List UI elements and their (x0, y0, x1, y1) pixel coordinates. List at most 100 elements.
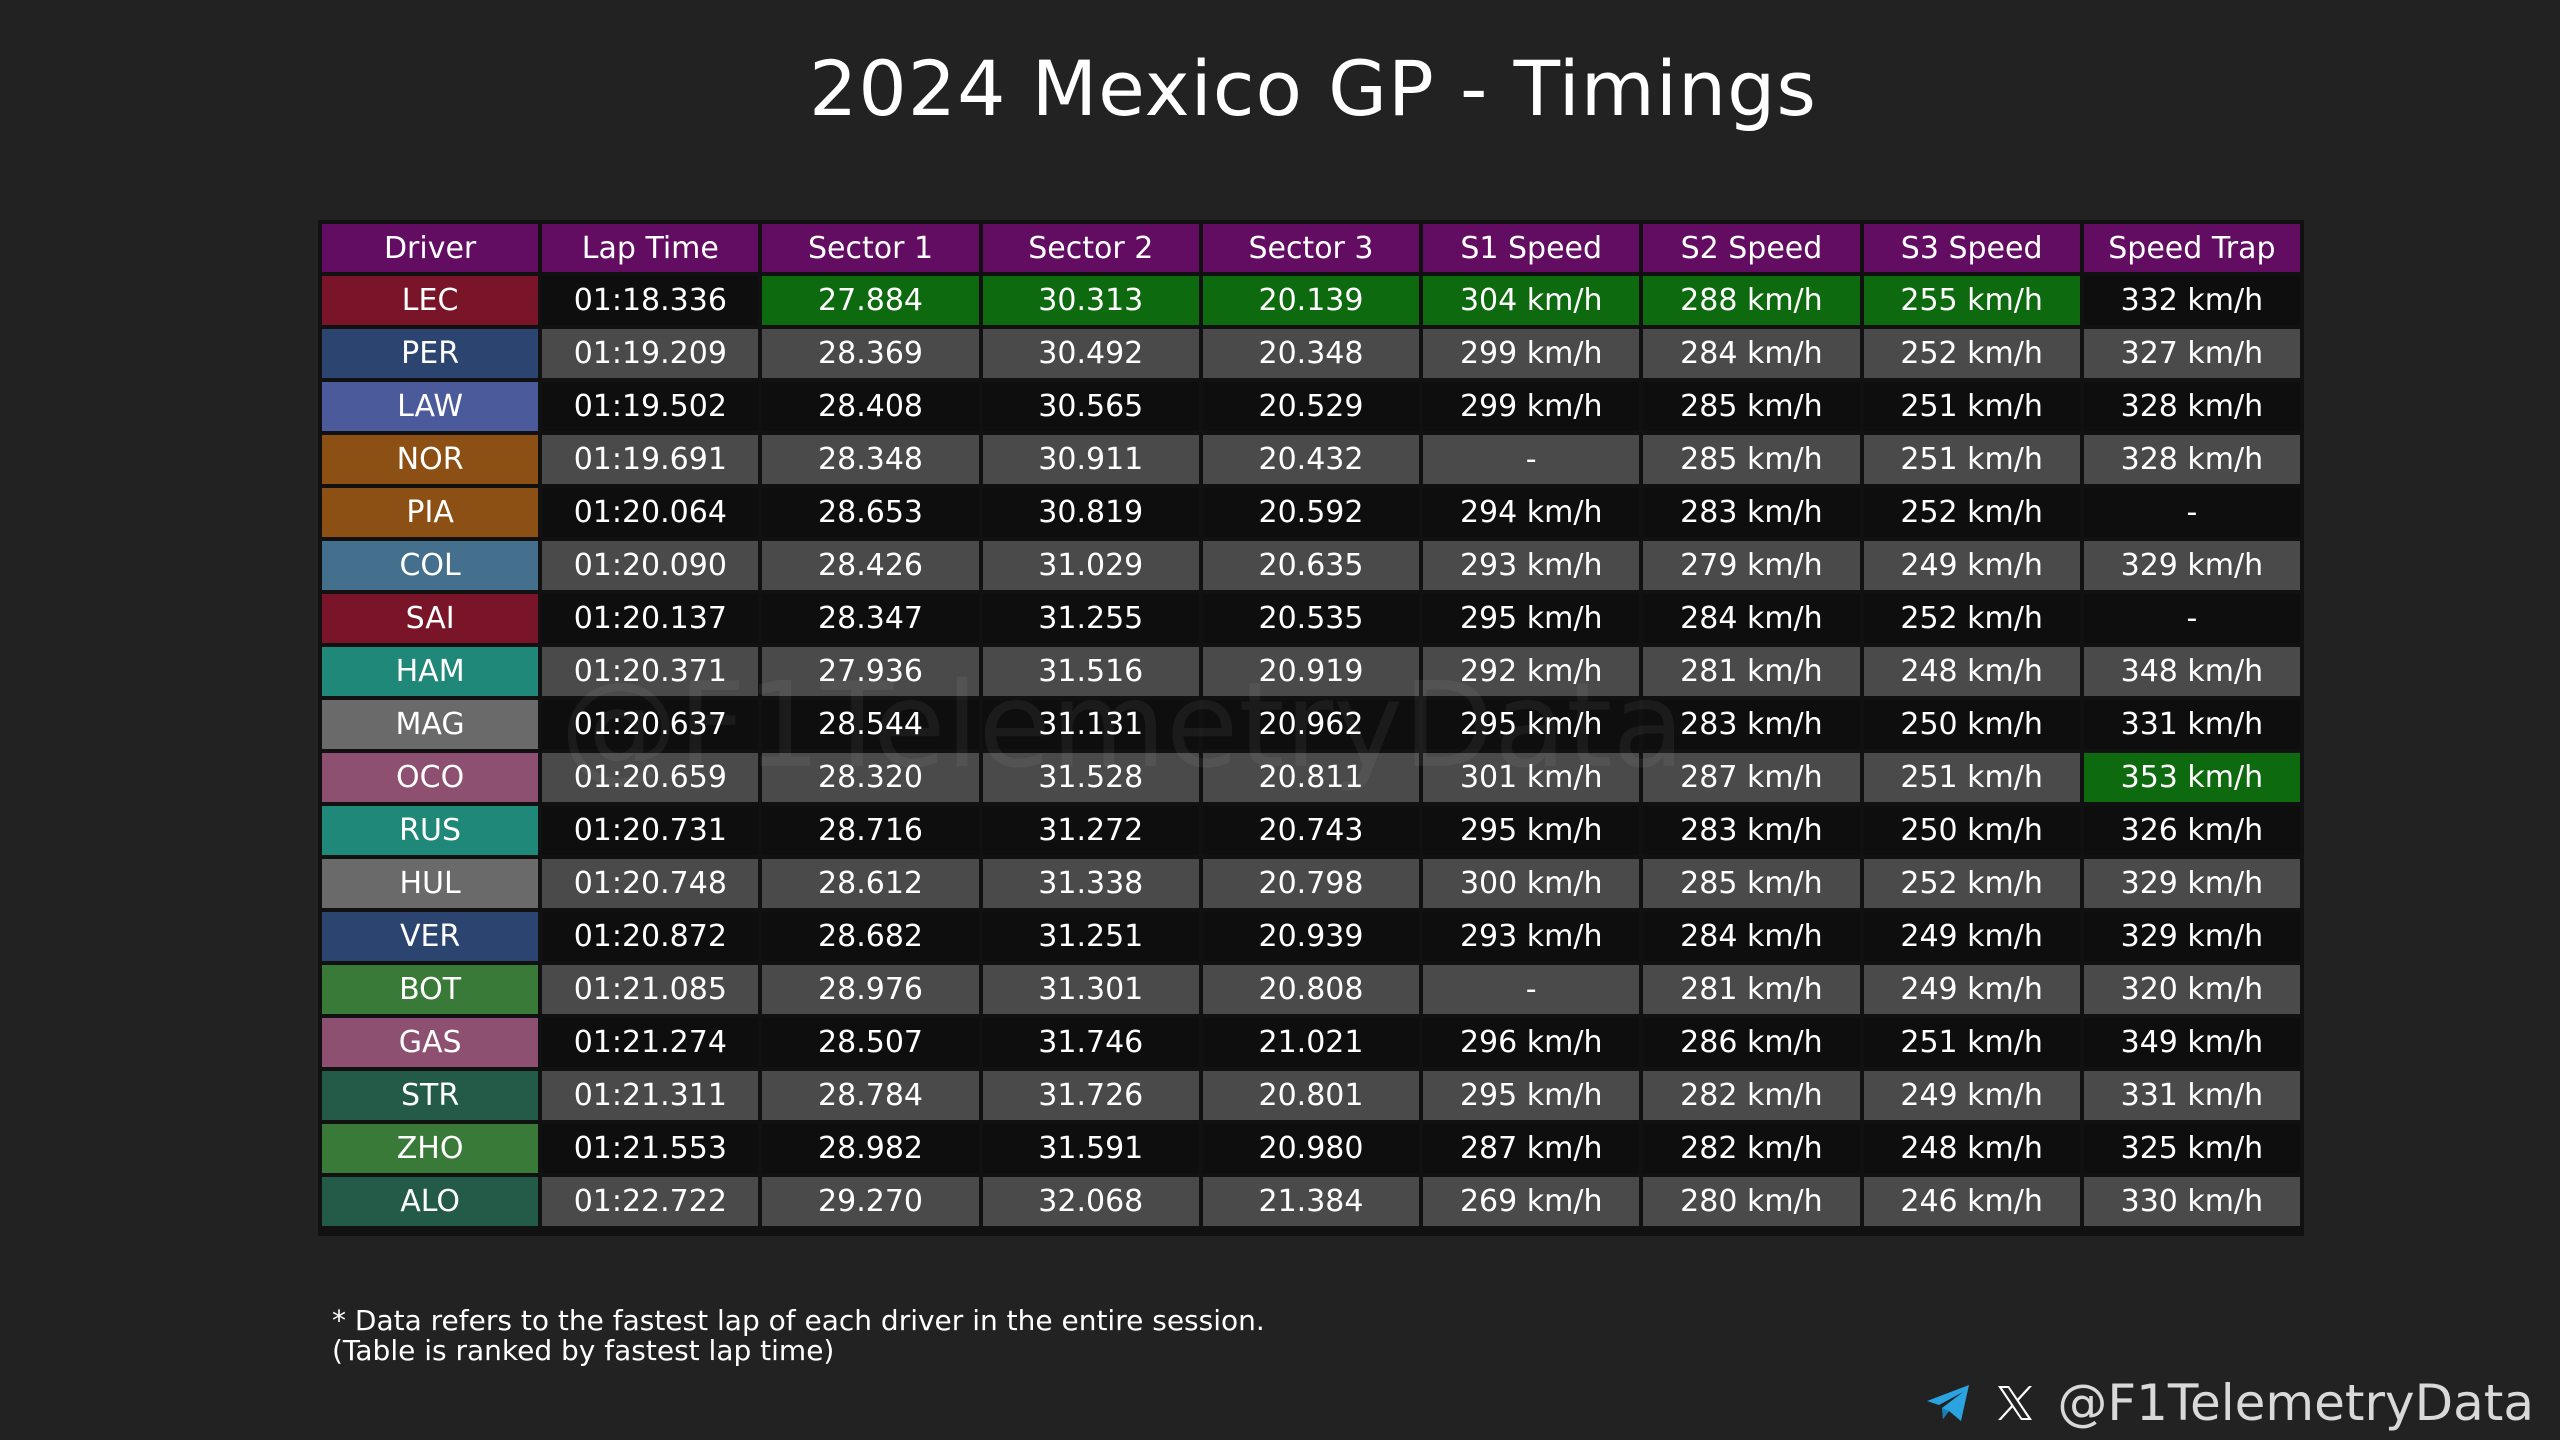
cell-s1-speed: 295 km/h (1423, 806, 1640, 855)
cell-sector-3: 20.535 (1202, 594, 1420, 643)
cell-sector-1: 28.348 (762, 435, 979, 484)
cell-s2-speed: 285 km/h (1643, 435, 1860, 484)
cell-sector-3: 21.384 (1202, 1177, 1420, 1226)
cell-sector-2: 30.492 (982, 329, 1199, 378)
column-header-lap-time: Lap Time (542, 224, 759, 272)
cell-sector-1: 28.682 (762, 912, 979, 961)
cell-s1-speed: 287 km/h (1423, 1124, 1640, 1173)
cell-s2-speed: 279 km/h (1643, 541, 1860, 590)
driver-cell: BOT (322, 965, 539, 1014)
cell-sector-2: 32.068 (982, 1177, 1199, 1226)
cell-sector-3: 20.811 (1202, 753, 1420, 802)
cell-sector-3: 20.808 (1202, 965, 1420, 1014)
cell-sector-2: 31.726 (982, 1071, 1199, 1120)
cell-sector-3: 20.743 (1202, 806, 1420, 855)
cell-s2-speed: 283 km/h (1643, 488, 1860, 537)
cell-sector-1: 28.653 (762, 488, 979, 537)
cell-s2-speed: 284 km/h (1643, 912, 1860, 961)
table-row: PER 01:19.209 28.369 30.492 20.348 299 km/h 28… (322, 329, 2300, 378)
cell-sector-3: 20.348 (1202, 329, 1420, 378)
table-row: LEC 01:18.336 27.884 30.313 20.139 304 km/h 28… (322, 276, 2300, 325)
cell-sector-2: 31.516 (982, 647, 1199, 696)
cell-s3-speed: 252 km/h (1863, 859, 2080, 908)
cell-s3-speed: 251 km/h (1863, 382, 2080, 431)
driver-cell: SAI (322, 594, 539, 643)
table-row: LAW 01:19.502 28.408 30.565 20.529 299 km/h 28… (322, 382, 2300, 431)
cell-sector-2: 31.029 (982, 541, 1199, 590)
column-header-s1-speed: S1 Speed (1423, 224, 1640, 272)
table-row: ZHO 01:21.553 28.982 31.591 20.980 287 km/h 28… (322, 1124, 2300, 1173)
cell-s2-speed: 281 km/h (1643, 965, 1860, 1014)
footnote: * Data refers to the fastest lap of each… (332, 1306, 1265, 1366)
cell-s1-speed: 294 km/h (1423, 488, 1640, 537)
cell-speed-trap: 328 km/h (2083, 435, 2300, 484)
table-row: RUS 01:20.731 28.716 31.272 20.743 295 km/h 28… (322, 806, 2300, 855)
table-body: LEC 01:18.336 27.884 30.313 20.139 304 km/h 28… (322, 276, 2300, 1226)
page-title: 2024 Mexico GP - Timings (809, 44, 1817, 133)
cell-s2-speed: 287 km/h (1643, 753, 1860, 802)
cell-sector-2: 30.313 (982, 276, 1199, 325)
cell-s3-speed: 249 km/h (1863, 912, 2080, 961)
cell-lap-time: 01:19.209 (542, 329, 759, 378)
cell-sector-2: 31.272 (982, 806, 1199, 855)
cell-s3-speed: 252 km/h (1863, 329, 2080, 378)
cell-sector-1: 27.936 (762, 647, 979, 696)
cell-s2-speed: 282 km/h (1643, 1071, 1860, 1120)
table-row: SAI 01:20.137 28.347 31.255 20.535 295 km/h 28… (322, 594, 2300, 643)
cell-sector-2: 30.565 (982, 382, 1199, 431)
cell-s1-speed: 295 km/h (1423, 594, 1640, 643)
cell-lap-time: 01:21.085 (542, 965, 759, 1014)
cell-sector-3: 20.635 (1202, 541, 1420, 590)
cell-sector-2: 31.131 (982, 700, 1199, 749)
cell-s1-speed: 304 km/h (1423, 276, 1640, 325)
column-header-sector-2: Sector 2 (982, 224, 1199, 272)
cell-s2-speed: 283 km/h (1643, 700, 1860, 749)
driver-cell: HAM (322, 647, 539, 696)
cell-s3-speed: 251 km/h (1863, 1018, 2080, 1067)
cell-sector-1: 28.426 (762, 541, 979, 590)
cell-s2-speed: 283 km/h (1643, 806, 1860, 855)
cell-s1-speed: - (1423, 435, 1640, 484)
cell-lap-time: 01:20.731 (542, 806, 759, 855)
cell-speed-trap: 328 km/h (2083, 382, 2300, 431)
cell-sector-3: 20.980 (1202, 1124, 1420, 1173)
cell-sector-3: 20.919 (1202, 647, 1420, 696)
cell-sector-1: 28.982 (762, 1124, 979, 1173)
table-row: GAS 01:21.274 28.507 31.746 21.021 296 km/h 28… (322, 1018, 2300, 1067)
telegram-icon (1927, 1385, 1970, 1421)
cell-sector-2: 30.911 (982, 435, 1199, 484)
cell-lap-time: 01:21.274 (542, 1018, 759, 1067)
cell-speed-trap: 331 km/h (2083, 1071, 2300, 1120)
driver-cell: OCO (322, 753, 539, 802)
cell-lap-time: 01:20.064 (542, 488, 759, 537)
cell-speed-trap: 330 km/h (2083, 1177, 2300, 1226)
cell-s1-speed: 293 km/h (1423, 541, 1640, 590)
driver-cell: LAW (322, 382, 539, 431)
cell-s3-speed: 252 km/h (1863, 594, 2080, 643)
cell-speed-trap: 349 km/h (2083, 1018, 2300, 1067)
driver-cell: PER (322, 329, 539, 378)
cell-s1-speed: - (1423, 965, 1640, 1014)
cell-s2-speed: 285 km/h (1643, 859, 1860, 908)
credit-handle: @F1TelemetryData (2057, 1374, 2534, 1432)
cell-s2-speed: 286 km/h (1643, 1018, 1860, 1067)
table-row: PIA 01:20.064 28.653 30.819 20.592 294 km/h 28… (322, 488, 2300, 537)
driver-cell: LEC (322, 276, 539, 325)
table-row: MAG 01:20.637 28.544 31.131 20.962 295 km/h 28… (322, 700, 2300, 749)
cell-speed-trap: 327 km/h (2083, 329, 2300, 378)
cell-s1-speed: 295 km/h (1423, 700, 1640, 749)
cell-s2-speed: 281 km/h (1643, 647, 1860, 696)
cell-speed-trap: 353 km/h (2083, 753, 2300, 802)
cell-sector-3: 21.021 (1202, 1018, 1420, 1067)
cell-sector-2: 31.591 (982, 1124, 1199, 1173)
credit: @F1TelemetryData (1925, 1374, 2534, 1432)
cell-sector-2: 31.251 (982, 912, 1199, 961)
cell-s2-speed: 288 km/h (1643, 276, 1860, 325)
cell-sector-3: 20.432 (1202, 435, 1420, 484)
cell-sector-2: 31.255 (982, 594, 1199, 643)
cell-speed-trap: 331 km/h (2083, 700, 2300, 749)
cell-lap-time: 01:18.336 (542, 276, 759, 325)
cell-s2-speed: 284 km/h (1643, 329, 1860, 378)
cell-s1-speed: 299 km/h (1423, 382, 1640, 431)
cell-lap-time: 01:20.659 (542, 753, 759, 802)
